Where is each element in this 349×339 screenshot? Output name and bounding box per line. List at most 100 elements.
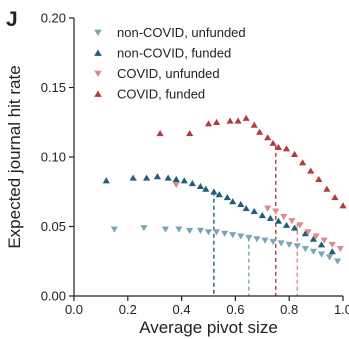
legend-label-covid-funded: COVID, funded (117, 87, 205, 102)
data-point (161, 226, 170, 233)
data-point (237, 200, 245, 208)
data-point (309, 235, 318, 242)
reference-lines (213, 145, 298, 296)
data-point (196, 182, 205, 189)
y-tick-label: 0.10 (41, 150, 66, 165)
data-point (250, 207, 258, 214)
data-point (196, 227, 205, 235)
data-point (210, 188, 218, 195)
data-point (204, 120, 213, 127)
data-point (323, 185, 331, 192)
data-point (266, 214, 274, 221)
data-point (215, 191, 223, 198)
legend-marker-non-covid-funded (94, 49, 102, 56)
data-point (269, 239, 277, 246)
data-point (293, 243, 301, 250)
legend-label-non-covid-unfunded: non-COVID, unfunded (117, 25, 246, 40)
x-tick-label: 1.0 (334, 302, 349, 317)
data-point (242, 205, 250, 212)
x-tick-label: 0.0 (65, 302, 83, 317)
data-point (339, 202, 347, 209)
data-point (320, 237, 328, 244)
data-point (129, 174, 137, 181)
data-point (143, 174, 151, 181)
data-point (285, 241, 293, 248)
data-point (229, 198, 237, 205)
x-tick-label: 0.6 (226, 302, 244, 317)
data-point (229, 232, 237, 239)
data-point (264, 205, 272, 212)
data-point (256, 128, 264, 135)
data-point (301, 245, 309, 253)
data-point (204, 229, 213, 236)
data-point (180, 177, 188, 184)
y-tick-label: 0.00 (41, 289, 66, 304)
axes: 0.00 0.05 0.10 0.15 0.20 0.0 0.2 0.4 0.6 0.8 1.0 (41, 11, 349, 318)
x-tick-label: 0.8 (280, 302, 298, 317)
y-axis-label: Expected journal hit rate (5, 65, 24, 248)
data-point (186, 227, 194, 235)
panel-label: J (6, 8, 18, 31)
data-point (140, 225, 148, 232)
data-point (245, 234, 253, 241)
data-point (175, 226, 183, 233)
series-non-covid-funded (102, 173, 336, 255)
y-tick-label: 0.15 (41, 80, 66, 95)
y-tick-label: 0.20 (41, 11, 66, 26)
data-point (102, 177, 110, 184)
data-point (250, 121, 258, 128)
y-tick-label: 0.05 (41, 219, 66, 234)
data-point (237, 233, 245, 240)
data-point (153, 173, 161, 180)
data-point (309, 248, 318, 255)
data-point (226, 117, 234, 124)
data-point (253, 236, 261, 243)
series-non-covid-unfunded (110, 225, 342, 265)
data-point (258, 212, 266, 219)
data-point (301, 230, 309, 237)
data-point (242, 114, 250, 121)
data-point (307, 167, 315, 174)
legend-label-non-covid-funded: non-COVID, funded (117, 46, 231, 61)
data-point (234, 117, 242, 124)
legend-marker-covid-unfunded (94, 70, 102, 78)
data-point (277, 240, 285, 247)
series-covid-funded (156, 114, 347, 209)
data-point (282, 145, 291, 152)
data-point (290, 150, 299, 157)
data-point (212, 118, 221, 126)
data-point (264, 134, 272, 141)
data-point (274, 217, 283, 224)
data-point (336, 245, 344, 253)
data-point (110, 226, 118, 233)
data-point (328, 248, 336, 255)
data-point (212, 229, 221, 236)
data-point (221, 230, 229, 237)
data-point (317, 241, 326, 248)
data-point (304, 229, 312, 236)
data-point (290, 224, 299, 231)
legend: non-COVID, unfunded non-COVID, funded COVI… (94, 25, 246, 102)
data-point (172, 182, 180, 189)
legend-label-covid-unfunded: COVID, unfunded (117, 66, 220, 81)
data-point (328, 241, 336, 248)
data-point (164, 174, 172, 181)
x-tick-label: 0.4 (173, 302, 191, 317)
legend-marker-non-covid-unfunded (94, 29, 102, 37)
data-point (274, 143, 283, 151)
series-covid-unfunded (172, 182, 344, 253)
data-point (156, 130, 164, 137)
data-point (325, 254, 334, 261)
x-tick-label: 0.2 (119, 302, 137, 317)
data-point (280, 214, 288, 221)
data-point (202, 185, 210, 192)
x-axis-label: Average pivot size (139, 318, 278, 337)
data-point (261, 237, 269, 244)
data-point (299, 159, 307, 166)
data-point (223, 193, 231, 201)
data-point (186, 130, 194, 137)
data-point (296, 222, 304, 229)
data-point (288, 218, 296, 225)
legend-marker-covid-funded (94, 90, 102, 97)
